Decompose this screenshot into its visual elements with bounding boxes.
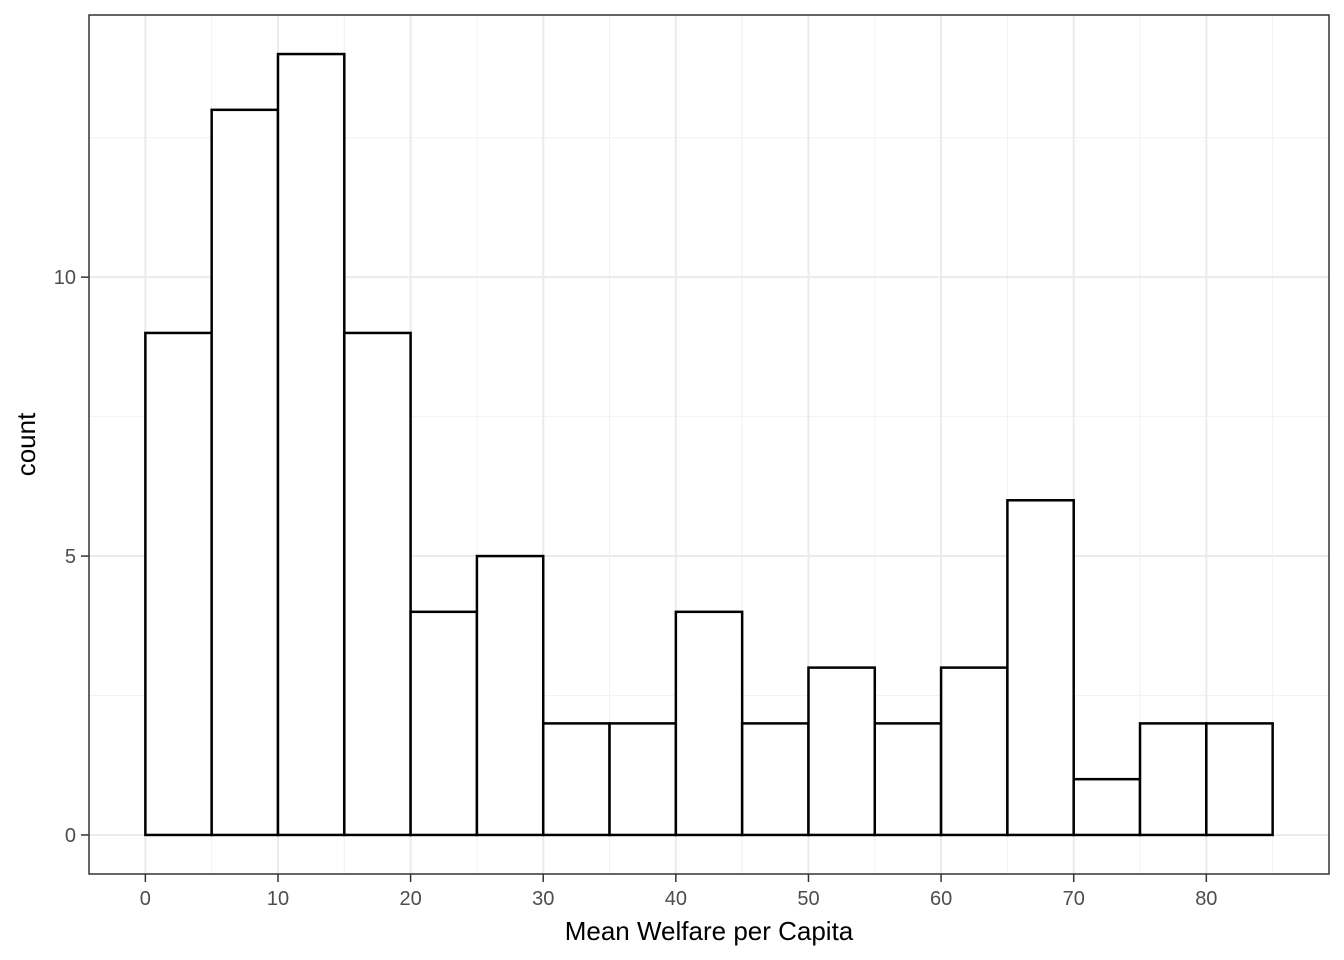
histogram-bar bbox=[210, 108, 280, 837]
x-axis-ticks: 0 10 20 30 40 50 60 70 80 bbox=[140, 874, 1217, 910]
x-tick-label: 50 bbox=[797, 888, 819, 910]
histogram-bar bbox=[1205, 722, 1274, 837]
y-tick-label: 5 bbox=[65, 546, 76, 568]
y-tick-label: 10 bbox=[54, 267, 76, 289]
panel-border bbox=[88, 14, 1330, 875]
histogram-bar bbox=[541, 722, 611, 837]
x-tick-label: 30 bbox=[532, 888, 554, 910]
histogram-bar bbox=[939, 666, 1009, 837]
x-tick-label: 0 bbox=[140, 888, 151, 910]
histogram-bar bbox=[873, 722, 943, 837]
histogram-bars bbox=[144, 52, 1274, 837]
y-axis-ticks: 0 5 10 bbox=[54, 267, 89, 847]
histogram-bar bbox=[409, 610, 479, 837]
y-tick-label: 0 bbox=[65, 825, 76, 847]
histogram-bar bbox=[343, 331, 412, 837]
histogram-bar bbox=[740, 722, 810, 837]
y-axis-title: count bbox=[11, 412, 41, 476]
histogram-bar bbox=[1138, 722, 1208, 837]
x-tick-label: 80 bbox=[1195, 888, 1217, 910]
x-tick-label: 40 bbox=[665, 888, 687, 910]
histogram-bar bbox=[608, 722, 678, 837]
histogram-bar bbox=[475, 554, 545, 837]
x-tick-label: 70 bbox=[1063, 888, 1085, 910]
histogram-bar bbox=[1006, 499, 1075, 837]
histogram-bar bbox=[1072, 777, 1142, 837]
histogram-bar bbox=[144, 331, 213, 837]
histogram-bar bbox=[674, 610, 744, 837]
histogram-bar bbox=[807, 666, 877, 837]
x-tick-label: 10 bbox=[267, 888, 289, 910]
x-tick-label: 60 bbox=[930, 888, 952, 910]
x-axis-title: Mean Welfare per Capita bbox=[565, 916, 854, 946]
histogram-bar bbox=[276, 52, 346, 837]
x-tick-label: 20 bbox=[399, 888, 421, 910]
